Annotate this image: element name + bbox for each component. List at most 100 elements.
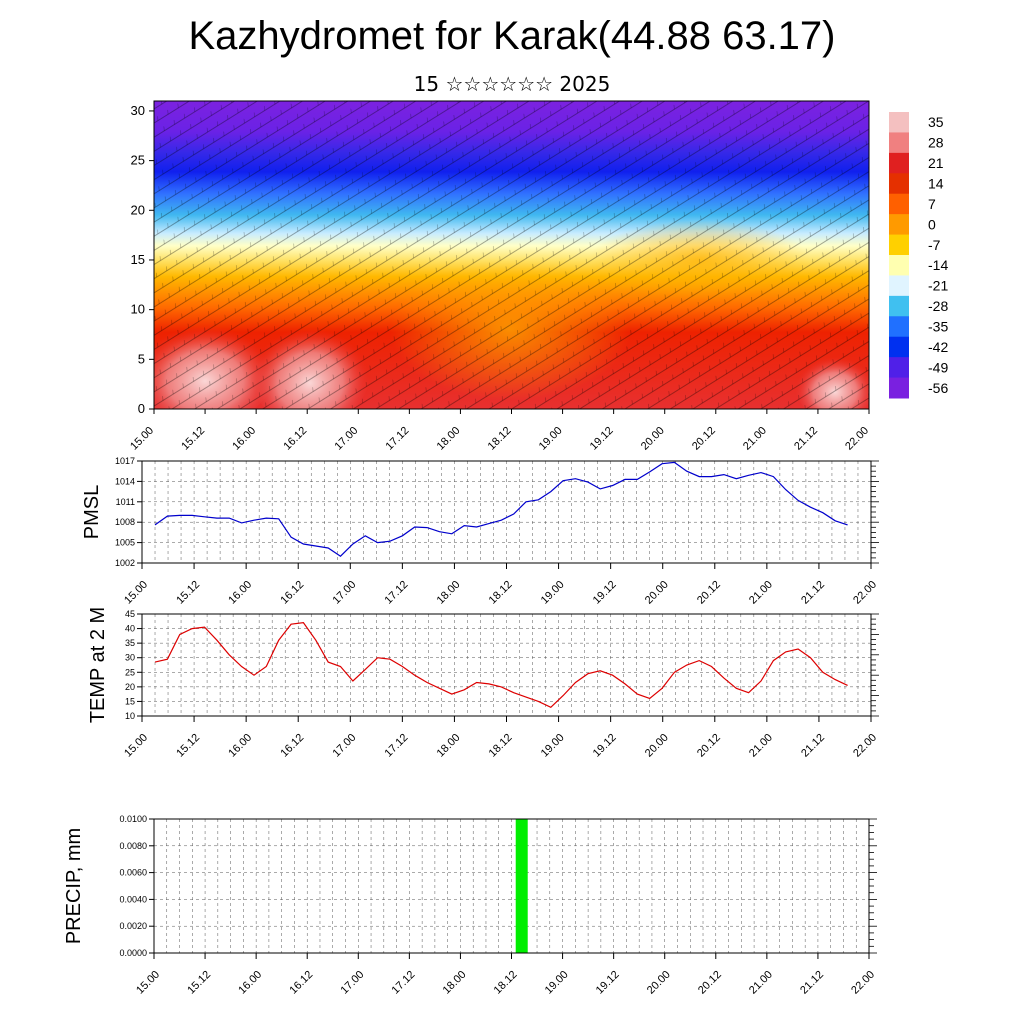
colorbar-swatch bbox=[889, 112, 909, 133]
cross-section-x-axis: 15.00 15.12 16.00 16.12 17.00 17.12 18.00 18.12… bbox=[128, 409, 871, 453]
x-tick-label: 20.00 bbox=[639, 425, 667, 453]
x-tick-label: 18.12 bbox=[487, 579, 515, 607]
y-tick-label: 1011 bbox=[116, 497, 135, 507]
x-tick-label: 22.00 bbox=[843, 425, 871, 453]
y-tick-label: 1017 bbox=[115, 456, 135, 466]
y-tick-label: 0.0020 bbox=[119, 921, 147, 931]
x-tick-label: 18.00 bbox=[435, 732, 463, 760]
x-tick-label: 15.00 bbox=[134, 969, 162, 997]
colorbar-label: -7 bbox=[928, 237, 941, 253]
y-tick-label: 5 bbox=[138, 351, 145, 366]
x-tick-label: 17.00 bbox=[332, 425, 360, 453]
y-axis-label: PRECIP, mm bbox=[63, 828, 85, 944]
y-tick-label: 0.0080 bbox=[119, 841, 147, 851]
colorbar-label: 35 bbox=[928, 114, 944, 130]
y-axis-label: PMSL bbox=[81, 485, 103, 539]
x-tick-label: 15.12 bbox=[174, 732, 202, 760]
x-tick-label: 18.12 bbox=[486, 425, 514, 453]
y-tick-label: 10 bbox=[131, 302, 145, 317]
y-tick-label: 0.0060 bbox=[119, 868, 147, 878]
colorbar-swatch bbox=[889, 316, 909, 338]
x-tick-label: 15.00 bbox=[128, 425, 156, 453]
x-tick-label: 15.12 bbox=[174, 579, 202, 607]
y-tick-label: 40 bbox=[125, 624, 135, 634]
x-tick-label: 19.00 bbox=[539, 579, 567, 607]
temp-panel: 45 40 35 30 25 20 15 10 15.00 15.12 16.00 16.12 17.0… bbox=[87, 607, 879, 760]
colorbar-label: -49 bbox=[928, 359, 948, 375]
x-tick-label: 17.12 bbox=[383, 579, 411, 607]
x-tick-label: 16.12 bbox=[278, 579, 306, 607]
cross-section-panel: 0 5 10 15 20 25 30 15.00 15.12 16.00 16.12 17.00 17… bbox=[128, 100, 871, 453]
x-tick-label: 21.12 bbox=[799, 579, 827, 607]
x-tick-label: 19.12 bbox=[591, 579, 619, 607]
wind-barbs bbox=[154, 101, 869, 409]
x-tick-label: 15.00 bbox=[122, 579, 150, 607]
colorbar-swatch bbox=[889, 377, 909, 399]
x-tick-label: 17.12 bbox=[383, 732, 411, 760]
colorbar-swatch bbox=[889, 214, 909, 236]
page-title: Kazhydromet for Karak(44.88 63.17) bbox=[188, 14, 836, 58]
x-tick-label: 17.12 bbox=[390, 969, 418, 997]
x-tick-label: 19.12 bbox=[588, 425, 616, 453]
colorbar-label: -35 bbox=[928, 319, 948, 335]
y-tick-label: 30 bbox=[131, 103, 145, 118]
x-tick-label: 16.00 bbox=[226, 732, 254, 760]
x-tick-label: 15.12 bbox=[179, 425, 207, 453]
y-tick-label: 1008 bbox=[115, 517, 135, 527]
x-tick-label: 16.00 bbox=[236, 969, 264, 997]
x-tick-label: 20.00 bbox=[645, 969, 673, 997]
colorbar-label: -28 bbox=[928, 298, 948, 314]
colorbar-label: -56 bbox=[928, 380, 948, 396]
page-subtitle: 15 ☆☆☆☆☆☆ 2025 bbox=[413, 72, 611, 96]
x-tick-label: 16.12 bbox=[278, 732, 306, 760]
colorbar: 35 28 21 14 7 0 -7 -14 -21 -28 -35 -42 -49 -56 bbox=[889, 112, 948, 399]
x-tick-label: 22.00 bbox=[849, 969, 877, 997]
x-tick-label: 21.00 bbox=[747, 732, 775, 760]
x-tick-label: 19.00 bbox=[537, 425, 565, 453]
colorbar-label: 21 bbox=[928, 155, 944, 171]
precip-bar bbox=[515, 819, 528, 953]
colorbar-label: 7 bbox=[928, 196, 936, 212]
x-tick-label: 19.12 bbox=[594, 969, 622, 997]
x-tick-label: 15.12 bbox=[185, 969, 213, 997]
x-tick-label: 19.00 bbox=[539, 732, 567, 760]
x-tick-label: 19.00 bbox=[543, 969, 571, 997]
x-tick-label: 18.12 bbox=[487, 732, 515, 760]
x-tick-label: 18.00 bbox=[435, 579, 463, 607]
x-tick-label: 19.12 bbox=[591, 732, 619, 760]
x-tick-label: 22.00 bbox=[851, 579, 879, 607]
colorbar-swatch bbox=[889, 336, 909, 358]
x-tick-label: 22.00 bbox=[851, 732, 879, 760]
y-tick-label: 25 bbox=[131, 153, 145, 168]
x-tick-label: 20.00 bbox=[643, 732, 671, 760]
y-tick-label: 45 bbox=[125, 609, 135, 619]
colorbar-label: -42 bbox=[928, 339, 948, 355]
x-tick-label: 17.00 bbox=[338, 969, 366, 997]
colorbar-label: 0 bbox=[928, 216, 936, 232]
x-tick-label: 16.12 bbox=[281, 425, 309, 453]
x-tick-label: 16.00 bbox=[226, 579, 254, 607]
x-tick-label: 20.12 bbox=[696, 969, 724, 997]
colorbar-swatch bbox=[889, 295, 909, 317]
colorbar-label: -14 bbox=[928, 257, 948, 273]
x-tick-label: 15.00 bbox=[122, 732, 150, 760]
x-tick-label: 20.12 bbox=[690, 425, 718, 453]
x-tick-label: 16.12 bbox=[287, 969, 315, 997]
y-tick-label: 15 bbox=[125, 696, 135, 706]
y-tick-label: 25 bbox=[125, 667, 135, 677]
colorbar-swatch bbox=[889, 357, 909, 379]
y-tick-label: 1002 bbox=[115, 558, 135, 568]
x-tick-label: 18.00 bbox=[435, 425, 463, 453]
x-tick-label: 21.00 bbox=[747, 579, 775, 607]
y-axis-label: TEMP at 2 M bbox=[87, 607, 109, 723]
y-tick-label: 0 bbox=[138, 401, 145, 416]
x-tick-label: 21.12 bbox=[799, 732, 827, 760]
precip-panel: 0.0100 0.0080 0.0060 0.0040 0.0020 0.0000 15.0… bbox=[63, 814, 877, 997]
colorbar-swatch bbox=[889, 132, 909, 154]
colorbar-label: 28 bbox=[928, 135, 944, 151]
x-tick-label: 18.00 bbox=[441, 969, 469, 997]
temp-series-line bbox=[154, 622, 848, 709]
colorbar-swatch bbox=[889, 152, 909, 174]
